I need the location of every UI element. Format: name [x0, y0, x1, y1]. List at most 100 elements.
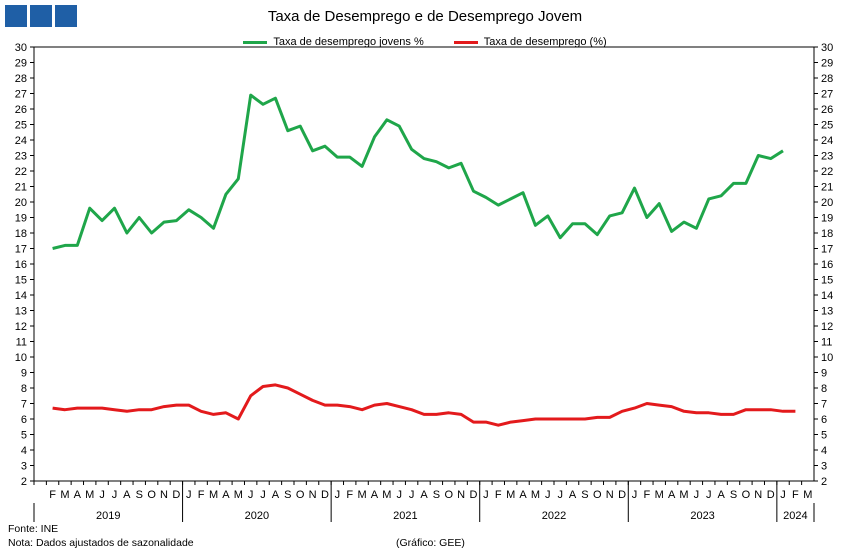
- x-month-label: O: [742, 489, 751, 501]
- x-month-label: J: [335, 489, 341, 501]
- x-month-label: F: [792, 489, 799, 501]
- legend-line-youth: [243, 40, 268, 44]
- y-tick-label-right: 7: [821, 399, 827, 411]
- x-month-label: S: [433, 489, 440, 501]
- y-tick-label-right: 21: [821, 182, 833, 194]
- x-month-label: J: [112, 489, 118, 501]
- y-tick-label-left: 9: [21, 368, 27, 380]
- x-month-label: J: [409, 489, 415, 501]
- x-month-label: M: [358, 489, 367, 501]
- x-month-label: S: [136, 489, 143, 501]
- y-tick-label-right: 14: [821, 290, 833, 302]
- x-month-label: A: [717, 489, 725, 501]
- x-month-label: J: [706, 489, 712, 501]
- y-tick-label-left: 11: [16, 337, 27, 349]
- x-month-label: O: [296, 489, 305, 501]
- y-tick-label-left: 30: [15, 42, 27, 54]
- x-month-label: A: [123, 489, 131, 501]
- y-tick-label-left: 19: [15, 213, 27, 225]
- x-month-label: A: [420, 489, 428, 501]
- y-tick-label-right: 20: [821, 197, 833, 209]
- y-tick-label-right: 28: [821, 73, 833, 85]
- chart-title: Taxa de Desemprego e de Desemprego Jovem: [267, 8, 583, 25]
- x-month-label: J: [483, 489, 489, 501]
- y-tick-label-left: 27: [15, 89, 27, 101]
- series-line-youth: [52, 93, 784, 250]
- y-tick-label-left: 15: [15, 275, 27, 287]
- y-tick-label-right: 9: [821, 368, 827, 380]
- y-tick-label-right: 23: [821, 151, 833, 163]
- y-tick-label-right: 26: [821, 104, 833, 116]
- logo-square-3: [55, 5, 77, 27]
- x-month-label: D: [618, 489, 626, 501]
- y-tick-label-left: 26: [15, 104, 27, 116]
- y-tick-label-left: 7: [21, 399, 27, 411]
- x-month-label: J: [396, 489, 402, 501]
- legend-line-total: [453, 40, 478, 44]
- x-month-label: M: [803, 489, 812, 501]
- logo: [5, 5, 77, 27]
- y-tick-label-left: 28: [15, 73, 27, 85]
- y-tick-label-right: 3: [821, 461, 827, 473]
- x-month-label: F: [495, 489, 502, 501]
- y-tick-label-right: 29: [821, 58, 833, 70]
- y-tick-label-right: 13: [821, 306, 833, 318]
- logo-square-1: [5, 5, 27, 27]
- y-tick-label-right: 4: [821, 445, 827, 457]
- y-tick-label-left: 14: [15, 290, 27, 302]
- y-tick-label-left: 22: [15, 166, 27, 178]
- x-year-label: 2022: [542, 510, 566, 522]
- x-month-label: O: [147, 489, 156, 501]
- x-year-label: 2023: [690, 510, 714, 522]
- y-tick-label-right: 12: [821, 321, 833, 333]
- y-tick-label-left: 17: [15, 244, 27, 256]
- x-month-label: J: [545, 489, 551, 501]
- y-tick-label-right: 19: [821, 213, 833, 225]
- y-tick-label-right: 27: [821, 89, 833, 101]
- x-month-label: F: [198, 489, 205, 501]
- x-month-label: M: [655, 489, 664, 501]
- y-tick-label-right: 17: [821, 244, 833, 256]
- y-tick-label-left: 13: [15, 306, 27, 318]
- legend-label-youth: Taxa de desemprego jovens %: [273, 36, 424, 48]
- x-month-label: D: [470, 489, 478, 501]
- y-tick-label-left: 2: [21, 476, 27, 488]
- y-tick-label-left: 20: [15, 197, 27, 209]
- y-tick-label-left: 5: [21, 430, 27, 442]
- y-tick-label-right: 15: [821, 275, 833, 287]
- x-month-label: S: [284, 489, 291, 501]
- y-tick-label-right: 16: [821, 259, 833, 271]
- x-month-label: J: [186, 489, 192, 501]
- x-month-label: F: [346, 489, 353, 501]
- y-tick-label-right: 30: [821, 42, 833, 54]
- y-tick-label-left: 25: [15, 120, 27, 132]
- x-month-label: N: [754, 489, 762, 501]
- x-month-label: J: [248, 489, 254, 501]
- y-tick-label-left: 8: [21, 383, 27, 395]
- y-tick-label-right: 8: [821, 383, 827, 395]
- legend-label-total: Taxa de desemprego (%): [483, 36, 607, 48]
- x-month-label: M: [60, 489, 69, 501]
- x-year-label: 2021: [393, 510, 417, 522]
- x-month-label: D: [767, 489, 775, 501]
- y-tick-label-left: 24: [15, 135, 27, 147]
- x-month-label: J: [260, 489, 266, 501]
- x-month-label: M: [531, 489, 540, 501]
- y-tick-label-right: 11: [821, 337, 832, 349]
- y-tick-label-right: 24: [821, 135, 833, 147]
- legend-item-youth: Taxa de desemprego jovens %: [243, 36, 424, 48]
- y-tick-label-right: 2: [821, 476, 827, 488]
- x-month-label: M: [234, 489, 243, 501]
- x-month-label: S: [730, 489, 737, 501]
- x-month-label: M: [209, 489, 218, 501]
- x-month-label: M: [85, 489, 94, 501]
- y-tick-label-right: 6: [821, 414, 827, 426]
- x-month-label: J: [99, 489, 105, 501]
- x-month-label: N: [160, 489, 168, 501]
- x-month-label: J: [694, 489, 700, 501]
- x-month-label: A: [519, 489, 527, 501]
- x-month-label: D: [172, 489, 180, 501]
- x-month-label: A: [371, 489, 379, 501]
- x-month-label: A: [74, 489, 82, 501]
- logo-square-2: [30, 5, 52, 27]
